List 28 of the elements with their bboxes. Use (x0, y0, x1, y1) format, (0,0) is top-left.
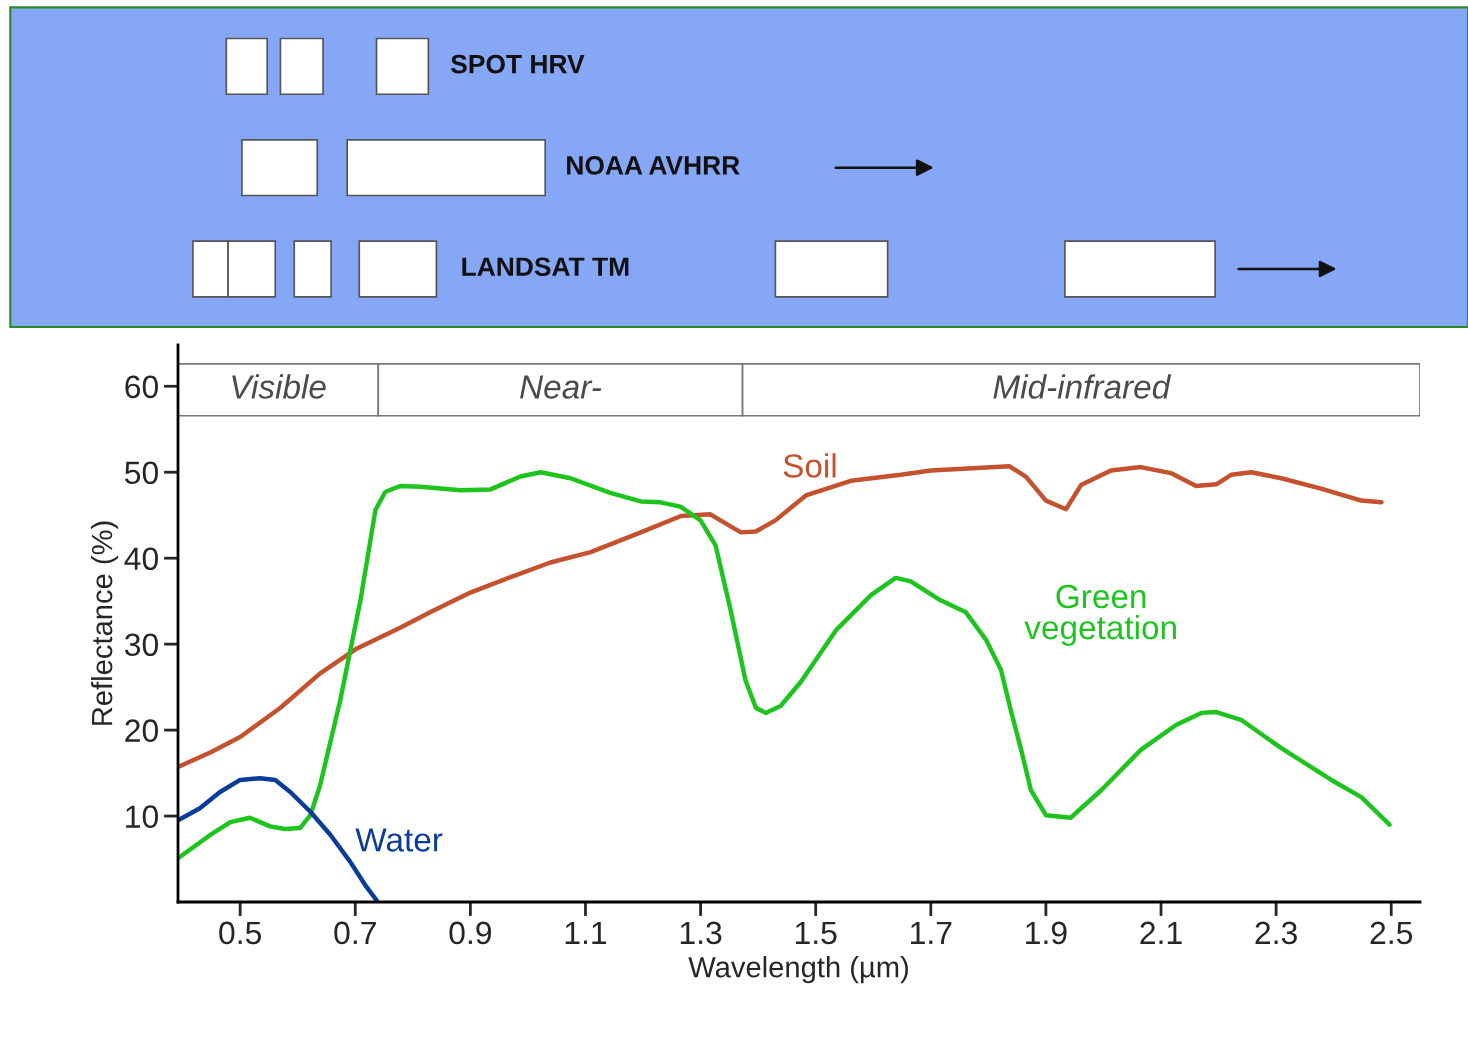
x-tick-label: 1.7 (911, 921, 952, 944)
x-axis-title: Wavelength (µm) (688, 956, 908, 984)
x-tick-label: 1.1 (565, 921, 607, 944)
y-tick-label: 60 (125, 375, 158, 399)
x-tick-label: 2.5 (1370, 921, 1413, 945)
text: SPOT HRV (450, 54, 585, 74)
series-label: Green vegetation (1024, 584, 1176, 646)
x-tick-label: 0.7 (334, 921, 376, 945)
x-tick-label: 1.5 (795, 921, 837, 945)
y-tick-label: 10 (126, 805, 158, 828)
x-tick-label: 2.1 (1140, 921, 1182, 944)
y-tick-label: 30 (124, 633, 158, 657)
x-tick-label: 1.3 (680, 921, 722, 945)
y-tick-label: 50 (125, 461, 158, 485)
band-label: Near- (520, 375, 602, 399)
band-label: Mid-infrared (993, 374, 1172, 399)
x-tick-label: 2.3 (1255, 921, 1297, 945)
text: NOAA AVHRR (567, 156, 740, 175)
x-tick-label: 0.9 (449, 921, 492, 945)
y-tick-label: 20 (125, 719, 158, 742)
series-label: Water (355, 828, 443, 852)
text: LANDSAT TM (462, 257, 629, 277)
x-tick-label: 1.9 (1026, 921, 1067, 945)
series-label: Soil (783, 453, 836, 478)
band-label: Visible (232, 374, 326, 399)
y-tick-label: 40 (124, 547, 158, 571)
x-tick-label: 0.5 (219, 921, 262, 945)
y-axis-title: Reflectance (%) (90, 521, 119, 725)
